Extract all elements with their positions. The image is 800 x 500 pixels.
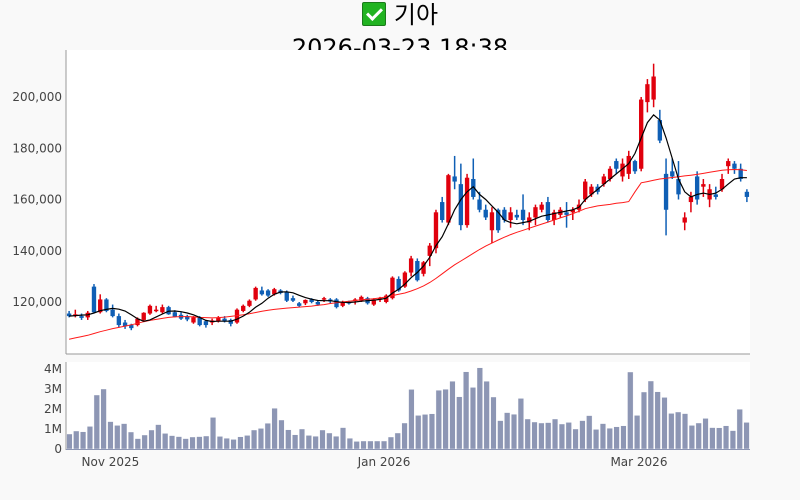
chart-title: 기아 xyxy=(0,0,800,30)
volume-tick-label: 4M xyxy=(44,362,62,376)
volume-tick-label: 0 xyxy=(54,442,62,456)
check-mark-icon xyxy=(361,2,386,26)
price-plot-area xyxy=(66,50,750,354)
ma-short-line xyxy=(69,114,747,323)
x-tick-label: Jan 2026 xyxy=(357,455,411,469)
x-tick-label: Mar 2026 xyxy=(610,455,667,469)
volume-plot-area xyxy=(66,362,750,450)
price-tick-label: 160,000 xyxy=(12,193,62,207)
volume-bars xyxy=(66,367,750,450)
stock-name: 기아 xyxy=(393,1,439,29)
x-axis-ticks: Nov 2025 Jan 2026 Mar 2026 xyxy=(82,455,668,469)
x-tick-label: Nov 2025 xyxy=(82,455,140,469)
price-tick-label: 180,000 xyxy=(12,141,62,155)
volume-tick-label: 2M xyxy=(44,402,62,416)
price-tick-label: 200,000 xyxy=(12,90,62,104)
price-tick-label: 140,000 xyxy=(12,244,62,258)
volume-y-ticks: 0 1M 2M 3M 4M xyxy=(44,362,62,456)
volume-tick-label: 3M xyxy=(44,382,62,396)
price-y-ticks: 120,000 140,000 160,000 180,000 200,000 xyxy=(12,90,62,309)
ma-long-line xyxy=(68,168,747,340)
volume-tick-label: 1M xyxy=(44,422,62,436)
price-tick-label: 120,000 xyxy=(12,295,62,309)
